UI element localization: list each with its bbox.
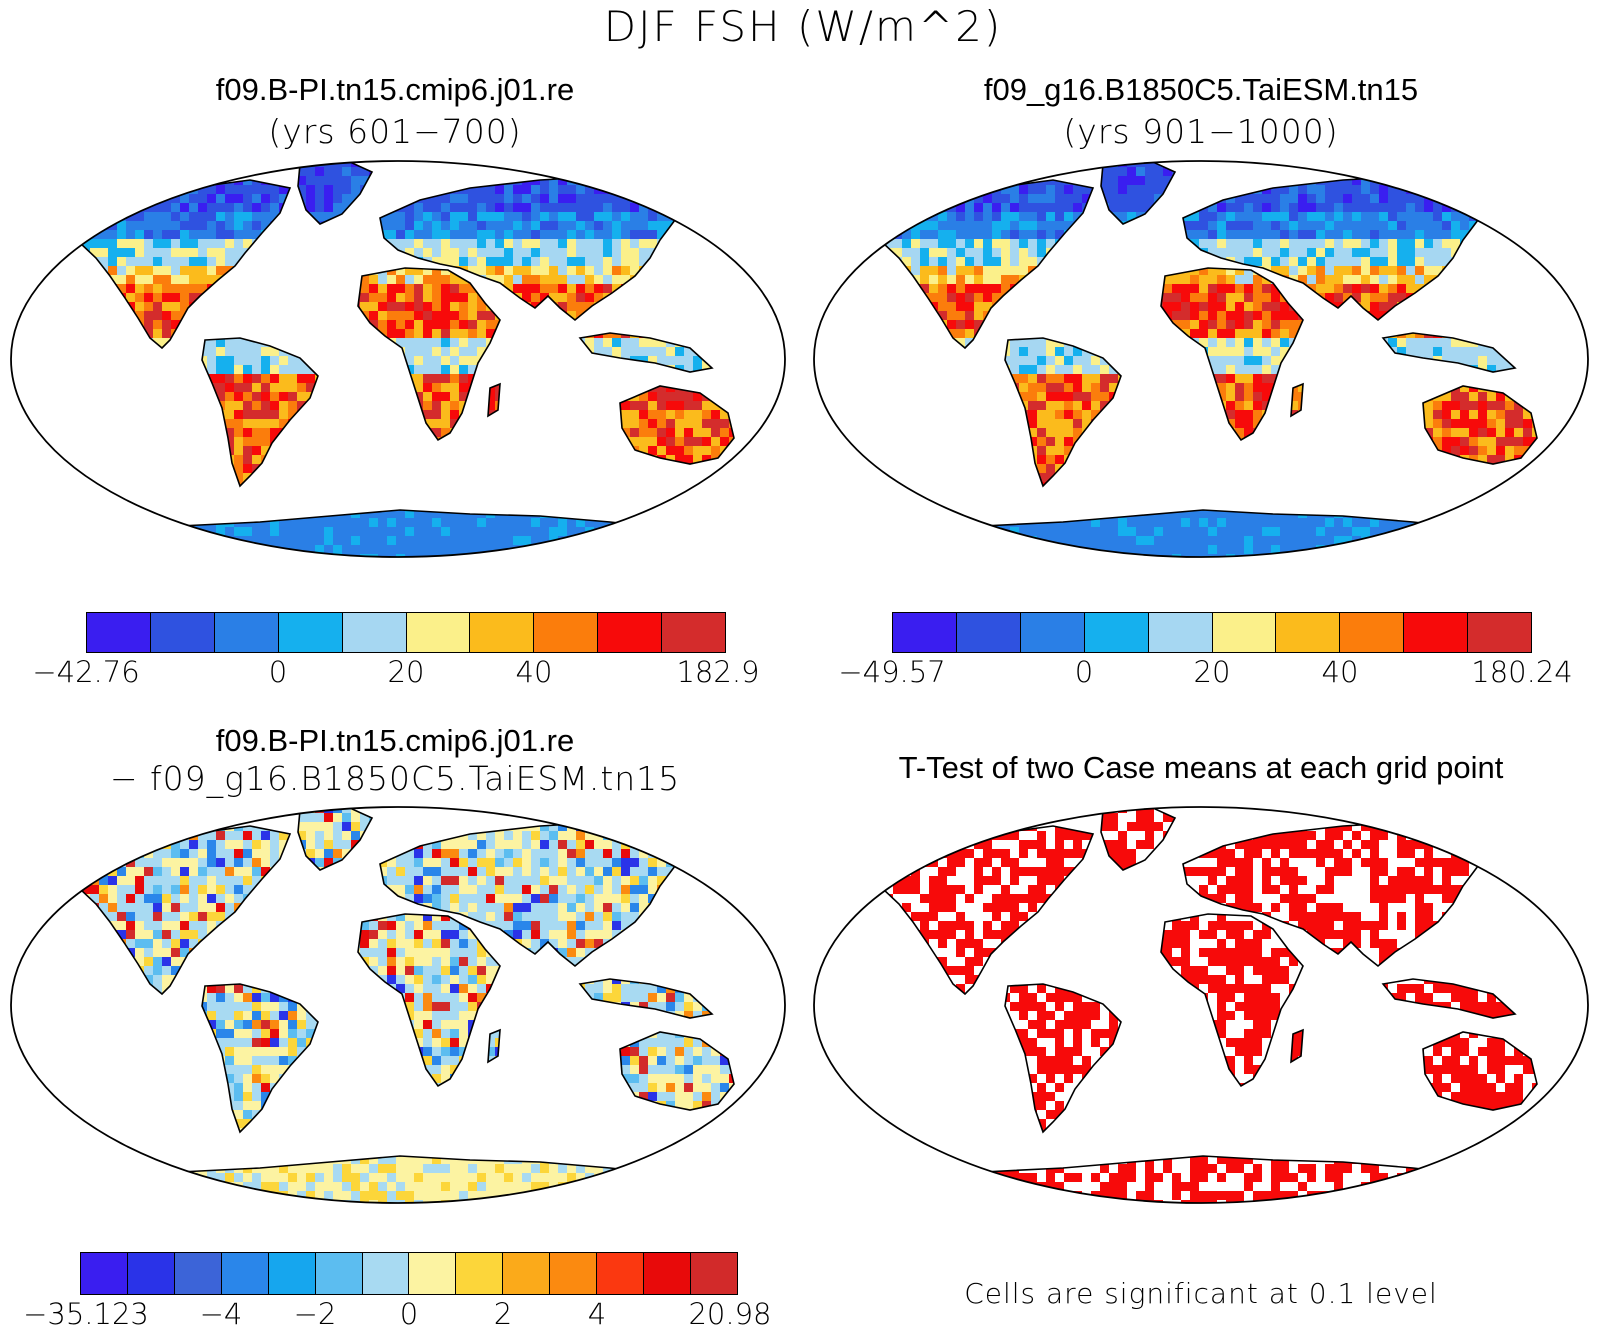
colorbar-case2-label: 40 (1322, 655, 1359, 689)
panel2-subtitle: (yrs 901−1000) (806, 112, 1596, 151)
colorbar-diff-label: 0 (400, 1297, 418, 1331)
colorbar-swatch (1021, 613, 1085, 652)
colorbar-case2-label-max: 180.24 (1471, 655, 1572, 689)
colorbar-swatch (644, 1253, 691, 1294)
colorbar-swatch (407, 613, 471, 652)
colorbar-swatch (81, 1253, 128, 1294)
colorbar-diff-label: 2 (494, 1297, 512, 1331)
colorbar-case1-label-min: −42.76 (32, 655, 139, 689)
colorbar-swatch (598, 613, 662, 652)
colorbar-swatch (893, 613, 957, 652)
colorbar-swatch (1213, 613, 1277, 652)
colorbar-swatch (503, 1253, 550, 1294)
colorbar-swatch (343, 613, 407, 652)
colorbar-swatch (456, 1253, 503, 1294)
colorbar-diff-label-min: −35.123 (23, 1297, 149, 1331)
colorbar-swatch (87, 613, 151, 652)
panel1-title: f09.B-PI.tn15.cmip6.j01.re (0, 72, 790, 108)
panel1-subtitle: (yrs 601−700) (0, 112, 790, 151)
colorbar-swatch (1276, 613, 1340, 652)
colorbar-difference (80, 1252, 738, 1295)
colorbar-case1-label: 20 (388, 655, 425, 689)
colorbar-swatch (1404, 613, 1468, 652)
colorbar-swatch (151, 613, 215, 652)
colorbar-case1-label: 0 (269, 655, 287, 689)
map-panel-case2 (803, 158, 1599, 560)
panel4-significance-note: Cells are significant at 0.1 level (806, 1277, 1596, 1310)
map-panel-ttest (803, 804, 1599, 1206)
colorbar-case2-label: 20 (1194, 655, 1231, 689)
colorbar-swatch (222, 1253, 269, 1294)
colorbar-swatch (128, 1253, 175, 1294)
colorbar-case1-label: 40 (516, 655, 553, 689)
figure-title: DJF FSH (W/m^2) (0, 2, 1606, 51)
colorbar-swatch (550, 1253, 597, 1294)
panel2-title: f09_g16.B1850C5.TaiESM.tn15 (806, 72, 1596, 108)
colorbar-swatch (470, 613, 534, 652)
colorbar-swatch (691, 1253, 737, 1294)
colorbar-case2-label: 0 (1075, 655, 1093, 689)
colorbar-swatch (1468, 613, 1531, 652)
colorbar-swatch (215, 613, 279, 652)
colorbar-diff-label: −2 (294, 1297, 337, 1331)
panel4-title: T-Test of two Case means at each grid po… (806, 750, 1596, 786)
colorbar-swatch (175, 1253, 222, 1294)
colorbar-diff-label: −4 (200, 1297, 243, 1331)
colorbar-swatch (279, 613, 343, 652)
colorbar-swatch (1149, 613, 1213, 652)
colorbar-swatch (534, 613, 598, 652)
colorbar-swatch (269, 1253, 316, 1294)
colorbar-diff-label: 4 (588, 1297, 606, 1331)
panel3-title: f09.B-PI.tn15.cmip6.j01.re (0, 723, 790, 759)
colorbar-swatch (662, 613, 725, 652)
colorbar-swatch (1340, 613, 1404, 652)
panel3-subtitle: − f09_g16.B1850C5.TaiESM.tn15 (0, 759, 790, 798)
colorbar-swatch (1085, 613, 1149, 652)
map-panel-case1 (0, 158, 796, 560)
colorbar-swatch (316, 1253, 363, 1294)
colorbar-case2 (892, 612, 1532, 653)
colorbar-swatch (409, 1253, 456, 1294)
colorbar-swatch (597, 1253, 644, 1294)
colorbar-case2-label-min: −49.57 (838, 655, 945, 689)
colorbar-swatch (957, 613, 1021, 652)
colorbar-case1 (86, 612, 726, 653)
colorbar-diff-label-max: 20.98 (688, 1297, 771, 1331)
colorbar-case1-label-max: 182.9 (676, 655, 759, 689)
map-panel-difference (0, 804, 796, 1206)
colorbar-swatch (363, 1253, 410, 1294)
